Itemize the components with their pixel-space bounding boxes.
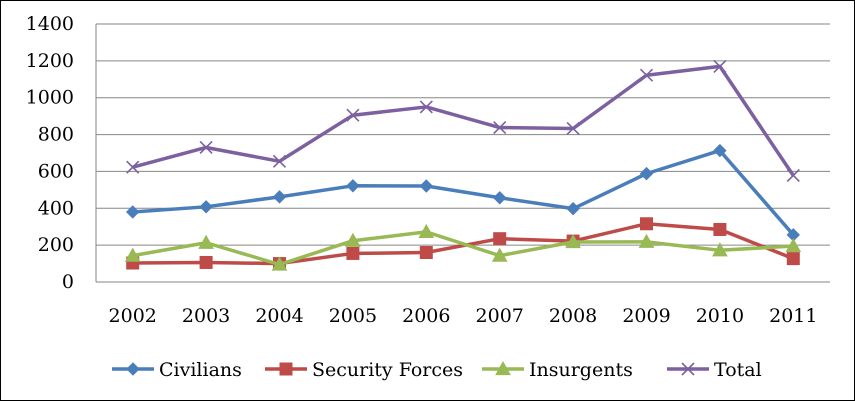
data-point: [346, 179, 360, 193]
legend-marker: [279, 362, 293, 376]
legend-item: Insurgents: [482, 359, 633, 381]
legend-item: Security Forces: [265, 359, 463, 381]
legend-marker: [681, 362, 695, 376]
legend-label: Total: [714, 359, 762, 381]
data-point: [565, 233, 581, 249]
y-tick-label: 600: [38, 160, 74, 182]
data-point: [271, 256, 288, 271]
y-tick-label: 1400: [26, 13, 74, 35]
series-civilians: [125, 143, 801, 242]
series-layer: [124, 59, 802, 271]
data-point: [638, 233, 655, 248]
data-point: [124, 247, 141, 262]
y-axis-tick-labels: 0 200 400 600 800 1000 1200 1400: [26, 13, 74, 293]
data-point: [199, 200, 213, 214]
data-point: [125, 205, 140, 219]
data-point: [272, 190, 287, 204]
data-point: [199, 255, 213, 269]
series-line: [132, 230, 794, 267]
legend-item: Civilians: [112, 359, 242, 381]
data-point: [198, 234, 214, 249]
data-point: [419, 179, 434, 193]
x-tick-label: 2005: [329, 305, 377, 327]
series-line: [132, 64, 795, 177]
x-tick-label: 2007: [476, 305, 524, 327]
data-point: [199, 140, 213, 155]
legend-label: Security Forces: [312, 359, 463, 381]
y-tick-label: 800: [38, 124, 74, 146]
legend-label: Civilians: [159, 359, 242, 381]
y-tick-label: 400: [38, 197, 74, 219]
data-point: [640, 217, 653, 231]
data-point: [786, 168, 800, 183]
data-point: [491, 247, 508, 262]
data-point: [346, 108, 360, 122]
x-tick-label: 2011: [769, 305, 817, 327]
data-point: [713, 59, 727, 73]
x-tick-label: 2008: [549, 305, 597, 327]
data-point: [713, 222, 727, 236]
x-tick-label: 2002: [109, 305, 157, 327]
axes: [95, 24, 830, 283]
x-tick-label: 2009: [622, 305, 670, 327]
data-point: [786, 252, 800, 266]
data-point: [126, 160, 140, 174]
data-point: [493, 232, 507, 246]
data-point: [566, 121, 580, 136]
series-line: [132, 148, 795, 236]
series-total: [126, 59, 800, 183]
x-tick-label: 2010: [696, 305, 744, 327]
data-point: [419, 100, 433, 114]
data-point: [566, 201, 580, 216]
data-point: [713, 143, 727, 158]
x-tick-label: 2003: [182, 305, 230, 327]
series-insurgents: [124, 223, 802, 271]
y-tick-label: 0: [62, 271, 74, 293]
data-point: [639, 68, 654, 82]
data-point: [785, 238, 802, 253]
data-point: [419, 246, 433, 260]
legend-marker: [126, 362, 140, 376]
legend-item: Total: [667, 359, 762, 381]
data-point: [712, 242, 728, 257]
data-point: [346, 246, 360, 260]
data-point: [639, 166, 654, 181]
x-tick-label: 2006: [402, 305, 450, 327]
data-point: [492, 191, 507, 205]
legend-label: Insurgents: [529, 359, 633, 381]
x-tick-label: 2004: [255, 305, 303, 327]
data-point: [272, 154, 287, 168]
y-tick-label: 200: [38, 234, 74, 256]
data-point: [418, 223, 435, 238]
legend-marker: [495, 360, 511, 376]
data-point: [345, 232, 361, 247]
data-point: [493, 121, 507, 135]
y-tick-label: 1200: [26, 50, 74, 72]
series-line: [132, 222, 794, 266]
y-tick-label: 1000: [26, 87, 74, 109]
legend: Civilians Security Forces Insurgents Total: [112, 359, 762, 381]
x-axis-tick-labels: 2002 2003 2004 2005 2006 2007 2008 2009 2010 2011: [109, 305, 818, 327]
